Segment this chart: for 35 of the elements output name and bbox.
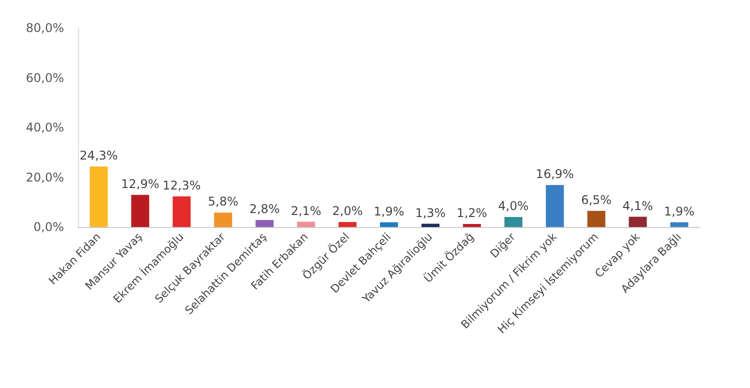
data-label: 1,3%	[415, 206, 446, 220]
data-label: 2,1%	[290, 204, 322, 218]
data-label: 1,2%	[456, 206, 488, 220]
bar	[546, 184, 564, 227]
data-label: 6,5%	[581, 192, 612, 207]
bar	[338, 222, 357, 227]
data-label: 4,1%	[622, 198, 654, 213]
bar	[214, 212, 232, 227]
y-tick-label: 40,0%	[26, 120, 64, 134]
bar	[670, 222, 688, 227]
data-label: 5,8%	[208, 194, 238, 209]
data-label: 2,8%	[249, 202, 280, 216]
data-label: 2,0%	[332, 204, 363, 218]
bar	[131, 194, 150, 227]
data-label: 1,9%	[374, 204, 404, 218]
bar	[462, 224, 481, 227]
data-label: 12,3%	[162, 178, 201, 192]
bar	[297, 222, 316, 227]
data-label: 12,9%	[121, 176, 160, 191]
data-label: 16,9%	[536, 166, 574, 181]
bar	[628, 216, 647, 227]
bar	[421, 224, 440, 227]
y-tick-label: 60,0%	[26, 70, 64, 85]
y-tick-label: 80,0%	[26, 21, 64, 35]
data-label: 24,3%	[80, 148, 118, 163]
data-label: 4,0%	[498, 199, 529, 214]
y-tick-label: 20,0%	[26, 170, 64, 184]
bar	[90, 166, 108, 227]
bar	[256, 220, 274, 227]
bar	[172, 196, 191, 227]
bar	[380, 222, 398, 227]
data-label: 1,9%	[664, 204, 695, 218]
y-tick-label: 0,0%	[34, 220, 64, 234]
bar	[504, 217, 522, 227]
bar	[587, 210, 606, 227]
